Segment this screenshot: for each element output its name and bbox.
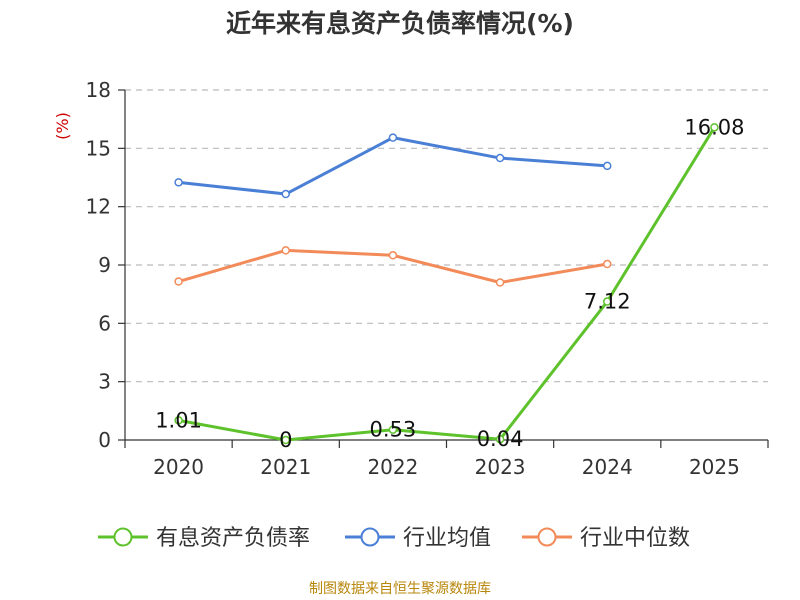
x-tick-label: 2025 <box>689 455 740 479</box>
legend-marker <box>537 527 557 547</box>
data-point <box>388 133 398 142</box>
legend-item: 有息资产负债率 <box>98 526 310 551</box>
data-point <box>174 178 183 187</box>
legend-item: 行业中位数 <box>522 526 690 551</box>
y-tick-label: 12 <box>86 195 111 219</box>
x-tick-label: 2021 <box>260 455 311 479</box>
legend-item: 行业均值 <box>345 526 491 551</box>
data-point <box>174 277 183 286</box>
legend: 有息资产负债率 行业均值 行业中位数 <box>98 526 690 551</box>
y-tick-label: 3 <box>98 370 111 394</box>
data-labels: 1.01 0 0.53 0.04 7.12 16.08 <box>155 115 744 452</box>
data-label: 0 <box>279 428 292 452</box>
data-point <box>388 251 398 260</box>
data-point <box>603 161 612 171</box>
data-label: 0.04 <box>477 427 524 451</box>
series-layer <box>174 123 719 445</box>
x-tick-label: 2023 <box>475 455 526 479</box>
data-point <box>281 435 290 445</box>
data-point <box>281 246 290 255</box>
axes: 0 3 6 9 12 15 18 2020 2021 2022 2023 2024 2025 <box>86 78 769 479</box>
data-point <box>495 278 505 287</box>
data-point <box>281 189 290 199</box>
y-tick-label: 6 <box>98 311 111 335</box>
legend-label: 有息资产负债率 <box>156 526 310 551</box>
data-label: 1.01 <box>155 408 202 432</box>
x-tick-label: 2022 <box>367 455 418 479</box>
y-tick-label: 18 <box>86 78 111 102</box>
legend-marker <box>113 527 133 547</box>
data-point <box>603 259 612 269</box>
data-point <box>603 297 612 306</box>
legend-label: 行业中位数 <box>580 526 690 551</box>
data-label: 0.53 <box>370 418 417 442</box>
x-tick-label: 2020 <box>153 455 204 479</box>
grid-lines <box>125 89 768 383</box>
data-point <box>388 425 398 434</box>
data-point <box>710 123 719 132</box>
data-point <box>495 153 505 163</box>
y-tick-label: 15 <box>86 136 111 160</box>
x-tick-label: 2024 <box>582 455 633 479</box>
y-axis-label: (%) <box>53 112 72 140</box>
data-label: 16.08 <box>684 115 744 139</box>
series-line <box>178 126 716 442</box>
series-line <box>178 136 608 196</box>
chart-title: 近年来有息资产负债率情况(%) <box>226 9 574 38</box>
y-tick-label: 0 <box>98 428 111 452</box>
data-point <box>174 416 183 425</box>
legend-label: 行业均值 <box>403 526 491 551</box>
data-point <box>495 434 505 444</box>
data-source-note: 制图数据来自恒生聚源数据库 <box>309 581 491 597</box>
data-label: 7.12 <box>584 290 631 314</box>
legend-marker <box>360 527 380 547</box>
y-tick-label: 9 <box>98 253 111 277</box>
